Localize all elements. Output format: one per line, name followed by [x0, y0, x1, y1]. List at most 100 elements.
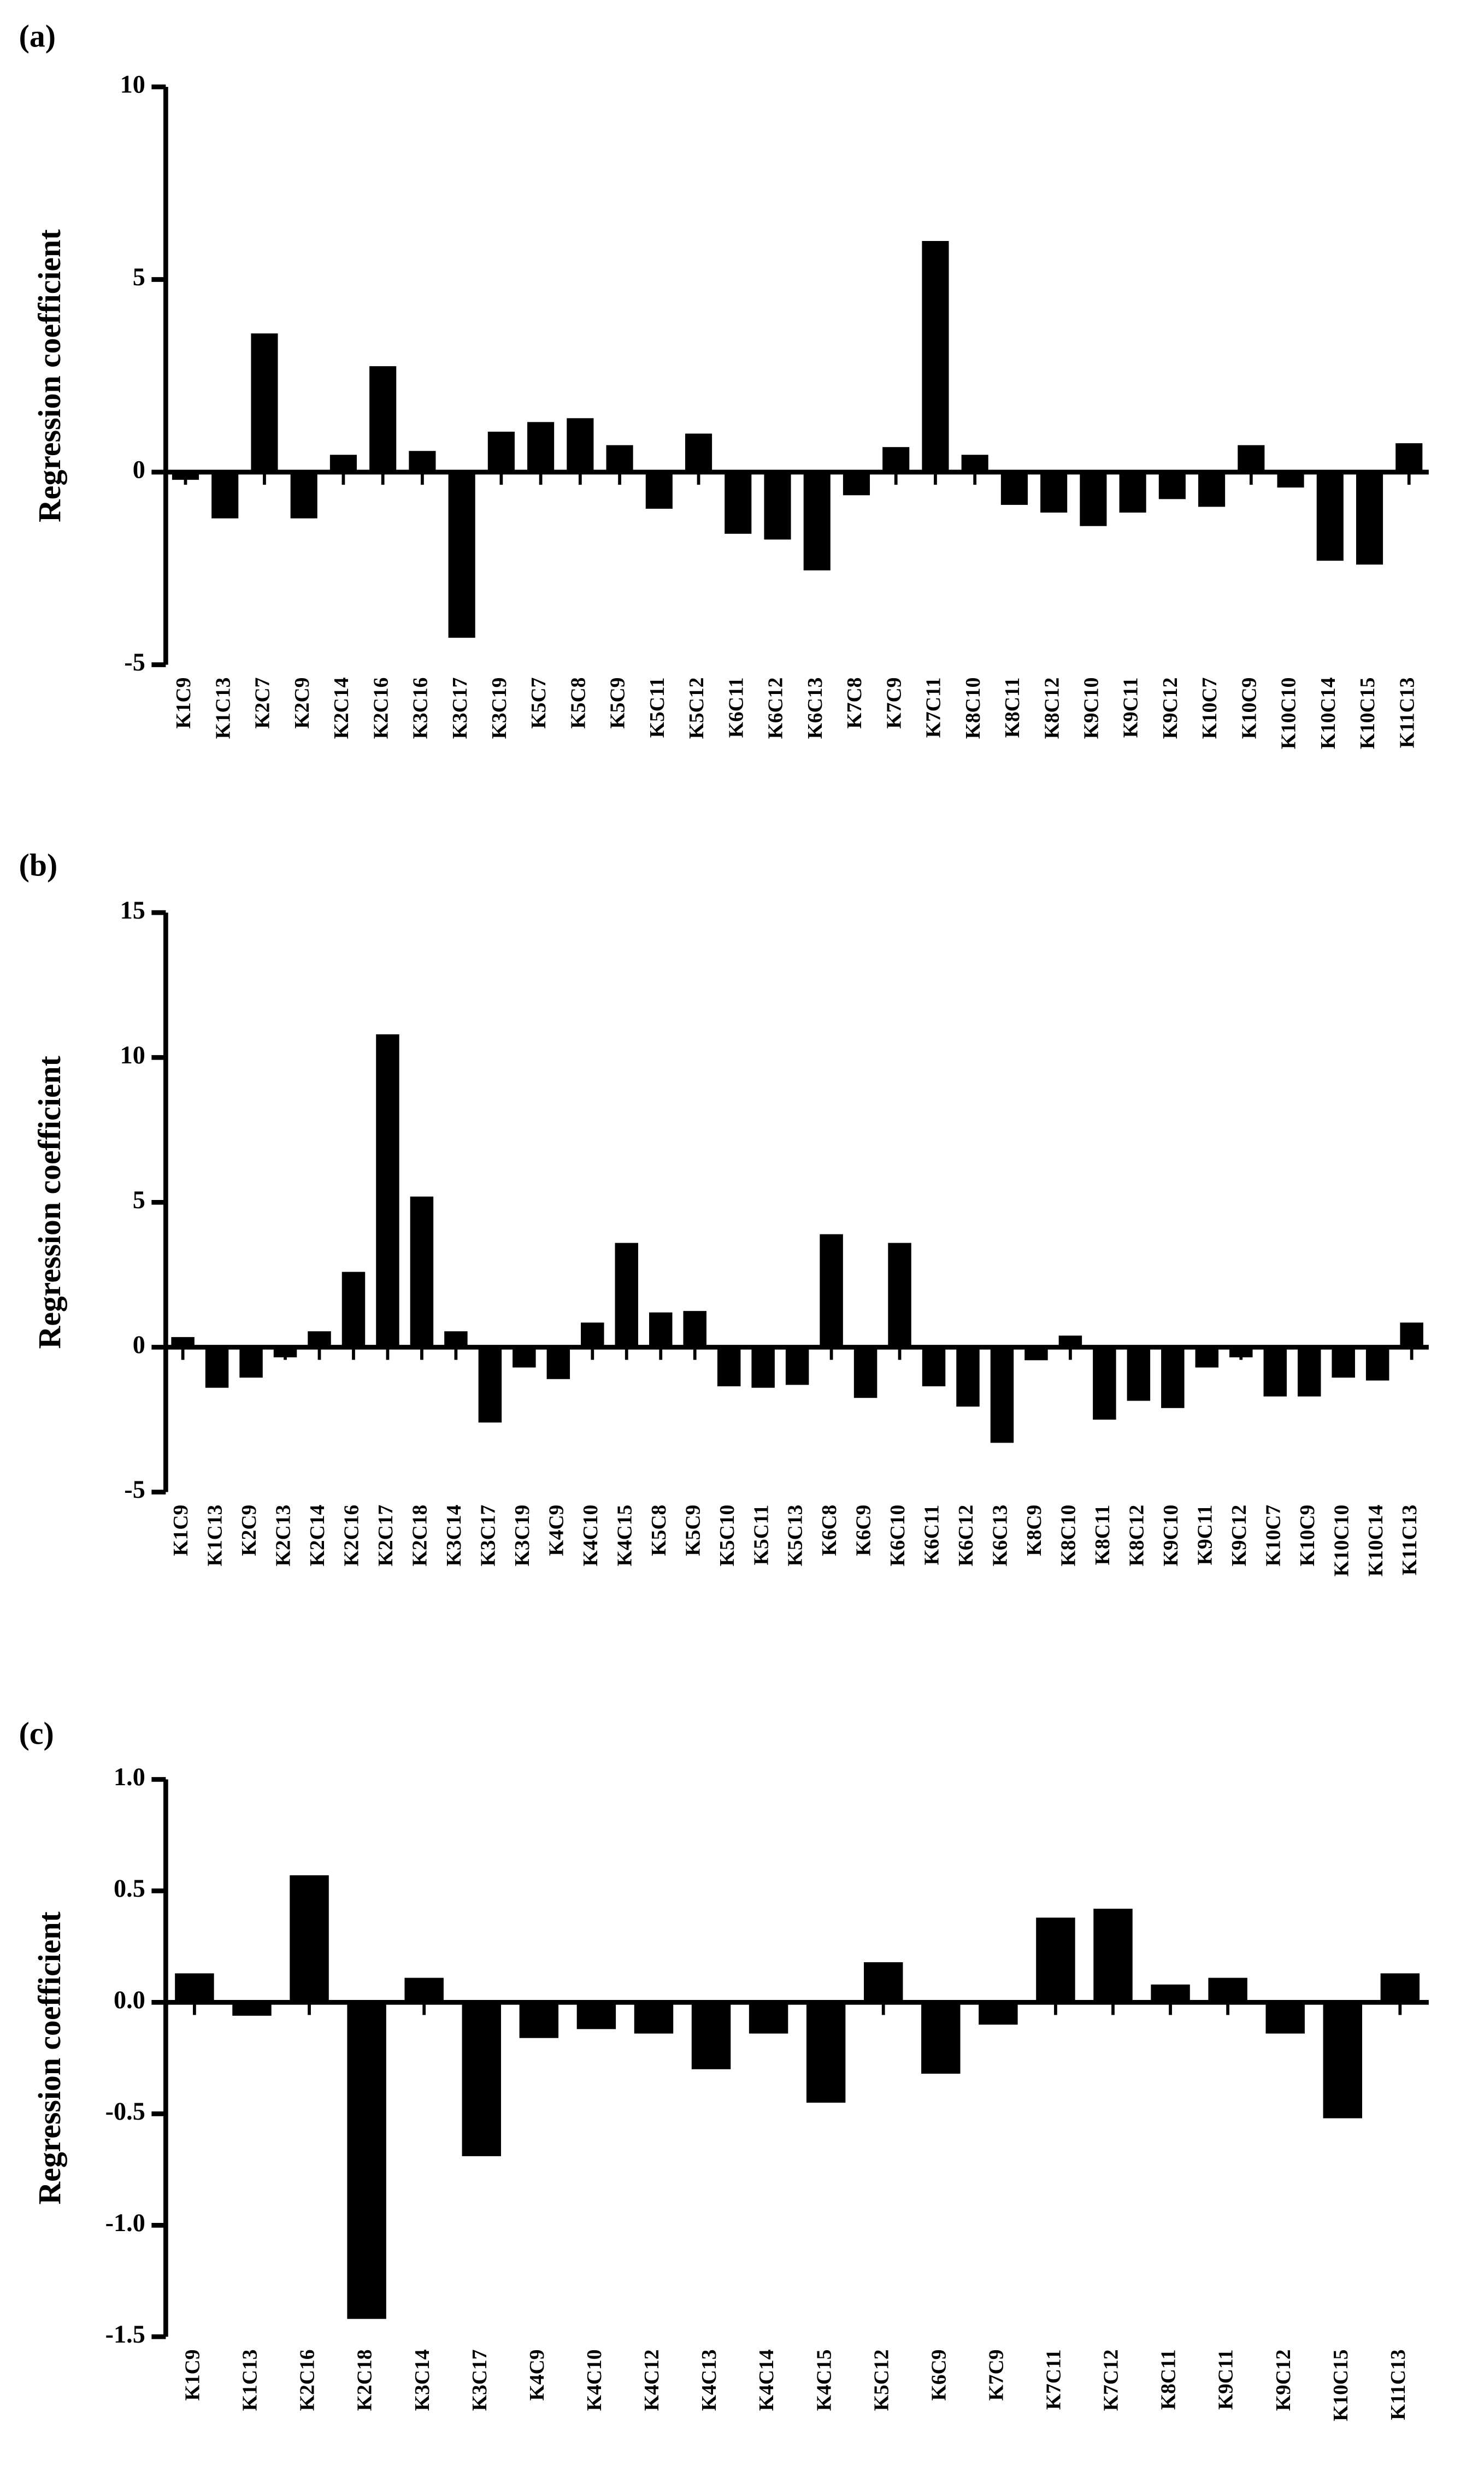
x-tick-label: K7C9 — [883, 678, 905, 729]
bar — [487, 431, 515, 473]
x-tick-label: K2C13 — [273, 1505, 295, 1567]
bar — [864, 1962, 903, 2003]
x-tick-label: K2C16 — [297, 2349, 319, 2411]
x-tick-label: K2C18 — [409, 1505, 432, 1567]
x-tick-label: K4C9 — [526, 2349, 549, 2400]
x-tick-label: K6C13 — [804, 678, 827, 739]
x-tick-label: K2C17 — [375, 1505, 397, 1567]
x-tick-label: K2C14 — [307, 1504, 329, 1566]
y-tick-label: 5 — [133, 1186, 145, 1214]
bar — [685, 433, 712, 473]
y-tick-label: 0.0 — [114, 1986, 145, 2014]
bar — [615, 1243, 639, 1348]
x-tick-label: K4C13 — [698, 2349, 721, 2411]
x-tick-label: K1C13 — [239, 2349, 262, 2411]
bar — [410, 1196, 434, 1348]
x-tick-label: K6C11 — [921, 1505, 944, 1566]
x-tick-label: K8C11 — [1092, 1505, 1114, 1566]
bar — [806, 2002, 846, 2103]
x-tick-label: K5C7 — [528, 678, 550, 729]
y-axis-label: Regression coefficient — [33, 1056, 67, 1349]
bar — [404, 1978, 444, 2003]
bar — [369, 366, 397, 473]
x-tick-label: K5C8 — [648, 1505, 670, 1556]
y-tick-label: 0 — [133, 1331, 145, 1358]
x-tick-label: K9C10 — [1081, 678, 1103, 739]
x-tick-label: K7C9 — [985, 2349, 1008, 2400]
x-tick-label: K9C12 — [1159, 678, 1182, 739]
x-tick-label: K8C10 — [1058, 1505, 1080, 1567]
bar — [922, 241, 949, 473]
x-tick-label: K10C14 — [1317, 677, 1340, 749]
x-tick-label: K6C9 — [853, 1505, 875, 1556]
x-tick-label: K4C10 — [584, 2349, 606, 2411]
bar — [1323, 2002, 1362, 2119]
x-tick-label: K10C15 — [1357, 678, 1379, 749]
bar — [1058, 1335, 1082, 1348]
bar — [448, 472, 475, 638]
x-tick-label: K2C16 — [370, 678, 392, 739]
bar — [444, 1331, 468, 1348]
y-axis-label: Regression coefficient — [33, 230, 67, 522]
x-tick-label: K4C9 — [545, 1505, 568, 1556]
bar — [1380, 1973, 1420, 2003]
x-tick-label: K4C10 — [580, 1505, 602, 1567]
bar — [1093, 1909, 1133, 2003]
x-tick-label: K3C19 — [488, 678, 511, 739]
bar — [175, 1973, 214, 2003]
y-tick-label: 10 — [120, 1041, 145, 1069]
x-tick-label: K8C12 — [1126, 1505, 1148, 1567]
x-tick-label: K5C9 — [682, 1505, 704, 1556]
x-tick-label: K2C16 — [341, 1505, 363, 1567]
x-tick-label: K8C11 — [1158, 2349, 1180, 2410]
bar — [171, 1337, 195, 1348]
panel-label: (a) — [19, 20, 56, 54]
x-tick-label: K10C9 — [1297, 1505, 1319, 1567]
x-tick-label: K8C12 — [1041, 678, 1063, 739]
bar — [888, 1243, 911, 1348]
x-tick-label: K3C17 — [477, 1505, 499, 1567]
panel-label: (b) — [19, 849, 58, 883]
bar — [290, 1875, 329, 2003]
x-tick-label: K6C9 — [928, 2349, 950, 2400]
bar — [409, 451, 436, 473]
y-tick-label: -5 — [124, 648, 145, 676]
bar — [347, 2002, 386, 2319]
y-tick-label: -0.5 — [105, 2097, 145, 2125]
x-tick-label: K2C9 — [238, 1505, 261, 1556]
bar — [1151, 1984, 1190, 2003]
x-tick-label: K3C17 — [469, 2349, 491, 2411]
x-tick-label: K3C17 — [449, 678, 472, 739]
x-tick-label: K9C12 — [1228, 1505, 1251, 1567]
bar — [606, 445, 633, 473]
x-tick-label: K6C12 — [765, 678, 787, 739]
x-tick-label: K4C15 — [813, 2349, 835, 2411]
x-tick-label: K4C12 — [641, 2349, 663, 2411]
x-tick-label: K10C7 — [1262, 1505, 1285, 1567]
bar — [1208, 1978, 1247, 2003]
x-tick-label: K11C13 — [1396, 678, 1418, 748]
x-tick-label: K5C11 — [750, 1505, 773, 1566]
x-tick-label: K5C12 — [686, 678, 708, 739]
x-tick-label: K7C12 — [1100, 2349, 1123, 2411]
x-tick-label: K9C10 — [1160, 1505, 1182, 1567]
x-tick-label: K5C10 — [716, 1505, 739, 1567]
bar — [882, 447, 910, 473]
x-tick-label: K2C18 — [354, 2349, 376, 2411]
bar — [820, 1234, 843, 1348]
x-tick-label: K6C11 — [725, 678, 747, 738]
x-tick-label: K5C11 — [646, 678, 669, 738]
x-tick-label: K8C9 — [1023, 1505, 1046, 1556]
x-tick-label: K6C12 — [955, 1505, 977, 1567]
x-tick-label: K2C7 — [252, 678, 274, 729]
x-tick-label: K6C10 — [887, 1505, 909, 1567]
x-tick-label: K2C14 — [331, 677, 353, 739]
x-tick-label: K7C8 — [844, 678, 866, 729]
bar — [990, 1347, 1014, 1443]
x-tick-label: K7C11 — [1043, 2349, 1065, 2410]
bar — [961, 455, 988, 473]
bar — [462, 2002, 501, 2156]
bar — [376, 1034, 399, 1348]
y-tick-label: 15 — [120, 896, 145, 924]
